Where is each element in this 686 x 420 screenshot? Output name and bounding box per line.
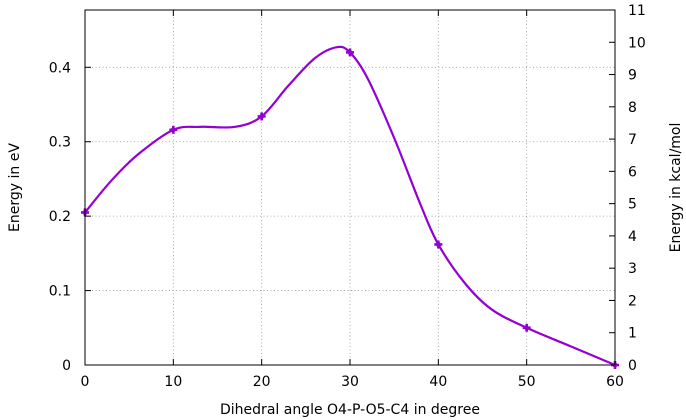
series-line — [83, 45, 617, 367]
y2-tick-label: 5 — [628, 197, 637, 213]
x-tick-label: 60 — [606, 374, 624, 390]
x-tick-label: 50 — [518, 374, 536, 390]
y2-axis-title: Energy in kcal/mol — [668, 123, 684, 253]
y-tick-label: 0.2 — [49, 209, 71, 225]
data-point-marker — [522, 323, 531, 332]
y-tick-label: 0.1 — [49, 284, 71, 300]
data-point-marker — [434, 240, 443, 249]
gridlines — [85, 10, 615, 365]
y2-tick-label: 9 — [628, 68, 637, 84]
series-layer — [81, 45, 619, 369]
x-tick-label: 20 — [253, 374, 271, 390]
y2-tick-label: 1 — [628, 326, 637, 342]
data-point-marker — [257, 112, 266, 121]
x-tick-label: 40 — [429, 374, 447, 390]
y2-tick-label: 8 — [628, 100, 637, 116]
y2-tick-label: 4 — [628, 229, 637, 245]
y2-tick-label: 0 — [628, 358, 637, 374]
y2-tick-label: 11 — [628, 3, 646, 19]
y-tick-label: 0 — [62, 358, 71, 374]
axis-ticks — [84, 9, 616, 366]
y-axis-title: Energy in eV — [7, 143, 23, 232]
y-tick-label: 0.3 — [49, 135, 71, 151]
x-tick-label: 0 — [81, 374, 90, 390]
x-tick-label: 10 — [164, 374, 182, 390]
x-axis-title: Dihedral angle O4-P-O5-C4 in degree — [220, 402, 480, 418]
y2-tick-label: 7 — [628, 132, 637, 148]
data-point-marker — [169, 125, 178, 134]
y2-tick-label: 3 — [628, 261, 637, 277]
y-tick-label: 0.4 — [49, 60, 71, 76]
y2-tick-label: 6 — [628, 164, 637, 180]
y2-tick-label: 2 — [628, 293, 637, 309]
x-tick-label: 30 — [341, 374, 359, 390]
data-point-marker — [346, 48, 354, 57]
y2-tick-label: 10 — [628, 35, 646, 51]
